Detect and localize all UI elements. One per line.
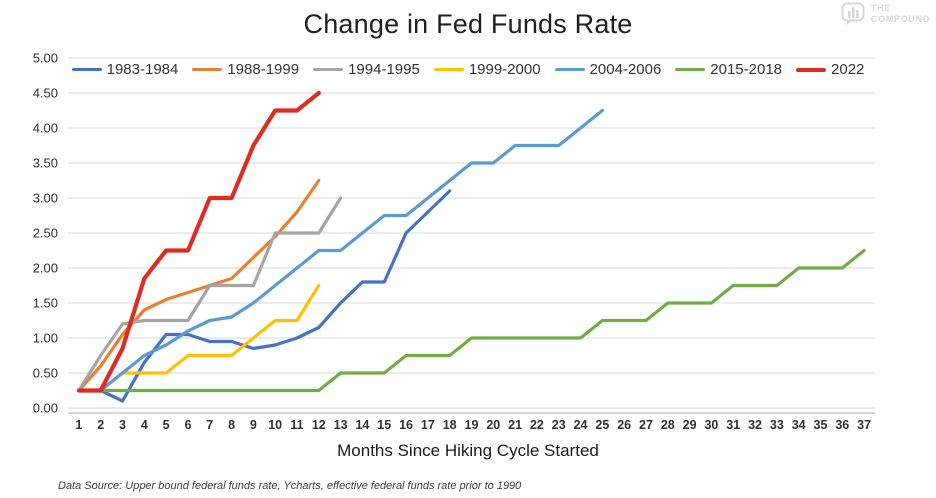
legend-swatch [313, 68, 344, 71]
x-tick-label: 24 [574, 418, 588, 432]
x-tick-label: 34 [792, 418, 806, 432]
y-tick-label: 1.50 [33, 296, 58, 311]
x-tick-label: 3 [119, 418, 126, 432]
x-tick-label: 23 [552, 418, 566, 432]
x-tick-label: 1 [75, 418, 82, 432]
legend-item-1999-2000: 1999-2000 [433, 61, 541, 78]
x-tick-label: 2 [97, 418, 104, 432]
x-tick-label: 22 [530, 418, 544, 432]
legend-swatch [71, 68, 102, 71]
series-line-2015-2018 [77, 248, 866, 393]
logo-line-2: COMPOUND [870, 14, 930, 25]
legend-item-1994-1995: 1994-1995 [313, 61, 420, 78]
legend-swatch [796, 67, 827, 72]
x-tick-label: 27 [639, 418, 653, 432]
legend-swatch [554, 68, 585, 71]
legend-label: 1994-1995 [348, 61, 420, 78]
x-tick-label: 8 [228, 418, 235, 432]
legend-swatch [675, 68, 706, 71]
x-tick-label: 37 [857, 418, 871, 432]
x-tick-label: 12 [312, 418, 326, 432]
compound-logo: THE COMPOUND [840, 1, 930, 28]
x-tick-label: 15 [377, 418, 391, 432]
x-tick-label: 14 [355, 418, 369, 432]
x-tick-label: 32 [748, 418, 762, 432]
x-tick-label: 4 [141, 418, 148, 432]
y-tick-label: 1.00 [33, 331, 58, 346]
x-tick-label: 30 [704, 418, 718, 432]
legend-label: 1988-1999 [227, 61, 300, 78]
x-tick-label: 17 [421, 418, 435, 432]
y-tick-label: 4.50 [33, 86, 58, 101]
legend-item-1983-1984: 1983-1984 [71, 61, 179, 78]
legend-item-2004-2006: 2004-2006 [554, 61, 662, 78]
chart-title: Change in Fed Funds Rate [303, 9, 633, 39]
x-tick-label: 6 [184, 418, 191, 432]
series-line-1994-1995 [77, 196, 343, 393]
x-tick-label: 26 [617, 418, 631, 432]
x-tick-label: 13 [334, 418, 348, 432]
x-tick-label: 18 [443, 418, 457, 432]
logo-line-1: THE [870, 3, 891, 13]
legend-label: 2015-2018 [710, 61, 783, 78]
y-tick-label: 3.00 [33, 191, 58, 206]
y-tick-label: 0.50 [33, 366, 58, 381]
compound-logo-icon [841, 2, 865, 25]
data-source-note: Data Source: Upper bound federal funds r… [58, 480, 522, 492]
x-tick-label: 36 [835, 418, 849, 432]
x-tick-label: 10 [268, 418, 282, 432]
x-tick-label: 11 [290, 418, 303, 432]
y-tick-label: 4.00 [33, 121, 58, 136]
y-tick-label: 0.00 [33, 401, 58, 416]
legend-label: 2004-2006 [589, 61, 662, 78]
y-tick-label: 2.50 [33, 226, 58, 241]
x-tick-label: 28 [661, 418, 675, 432]
legend-swatch [433, 68, 464, 71]
x-tick-label: 29 [683, 418, 697, 432]
legend-item-2022: 2022 [796, 61, 864, 78]
chart-legend: 1983-1984 1988-1999 1994-1995 1999-2000 2004… [0, 61, 936, 78]
x-tick-label: 7 [206, 418, 213, 432]
y-tick-label: 3.50 [33, 156, 58, 171]
x-tick-label: 21 [508, 418, 522, 432]
legend-swatch [192, 68, 223, 71]
legend-label: 1983-1984 [106, 61, 179, 78]
series-line-1983-1984 [77, 189, 452, 403]
x-tick-label: 19 [465, 418, 479, 432]
x-tick-label: 25 [595, 418, 609, 432]
x-tick-label: 5 [163, 418, 170, 432]
legend-label: 1999-2000 [468, 61, 541, 78]
y-tick-label: 5.00 [33, 51, 58, 66]
x-tick-label: 9 [250, 418, 257, 432]
x-tick-label: 35 [814, 418, 828, 432]
series-line-2004-2006 [77, 108, 605, 393]
x-tick-label: 33 [770, 418, 784, 432]
legend-item-2015-2018: 2015-2018 [675, 61, 782, 78]
legend-item-1988-1999: 1988-1999 [192, 61, 299, 78]
compound-logo-text: THE COMPOUND [871, 3, 930, 26]
x-axis-title: Months Since Hiking Cycle Started [337, 441, 599, 460]
x-tick-label: 16 [399, 418, 413, 432]
x-tick-label: 31 [726, 418, 740, 432]
y-tick-label: 2.00 [33, 261, 58, 276]
series-line-2022 [76, 90, 321, 393]
legend-label: 2022 [831, 61, 865, 78]
x-tick-label: 20 [486, 418, 500, 432]
